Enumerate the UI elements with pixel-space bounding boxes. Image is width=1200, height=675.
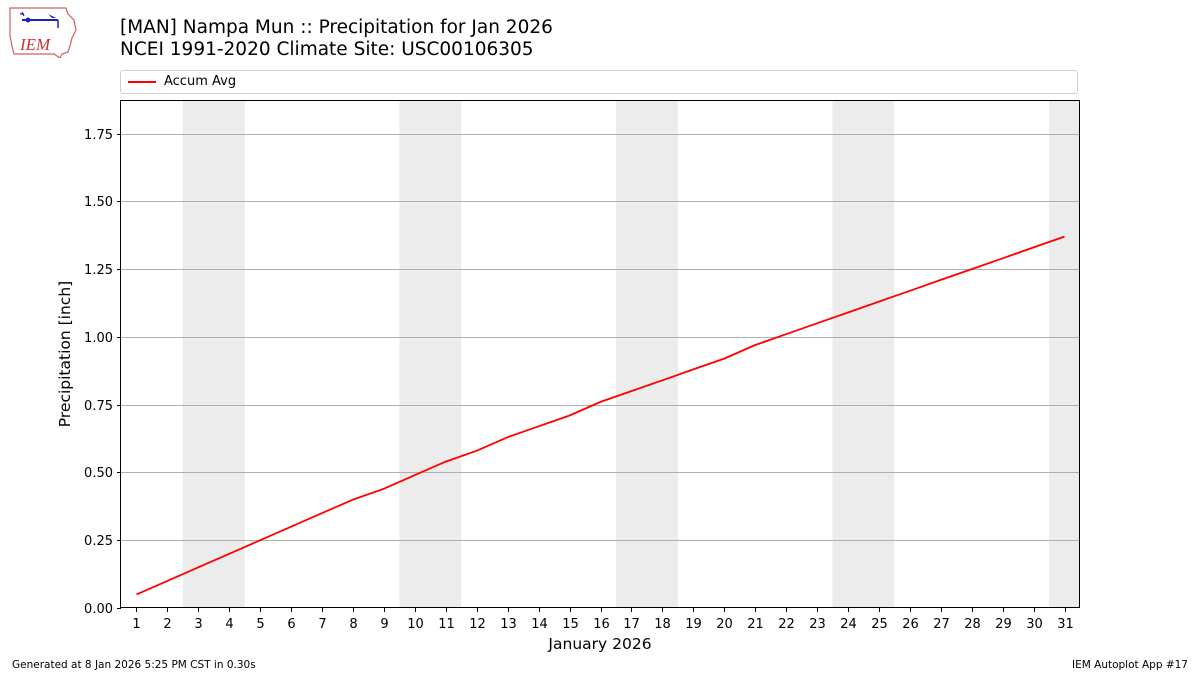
x-axis-label: January 2026 <box>547 635 651 653</box>
iowa-map-logo-icon: IEM <box>9 7 77 59</box>
legend: Accum Avg <box>120 70 1078 94</box>
x-tick-label: 29 <box>995 617 1012 632</box>
x-tick-label: 1 <box>132 617 140 632</box>
x-tick-label: 21 <box>747 617 764 632</box>
x-tick-label: 15 <box>562 617 579 632</box>
y-tick-label: 1.50 <box>84 195 113 210</box>
generated-timestamp: Generated at 8 Jan 2026 5:25 PM CST in 0… <box>12 659 256 671</box>
y-tick-label: 0.50 <box>84 466 113 481</box>
x-axis-ticks: 1 2 3 4 5 6 7 8 9 10 11 12 13 14 15 16 17 18 19 20 21 22 23 24 2… <box>132 608 1074 632</box>
x-tick-label: 31 <box>1057 617 1074 632</box>
x-tick-label: 14 <box>531 617 548 632</box>
x-tick-label: 20 <box>716 617 733 632</box>
x-tick-label: 13 <box>500 617 517 632</box>
x-tick-label: 12 <box>469 617 486 632</box>
y-tick-label: 0.25 <box>84 534 113 549</box>
weekend-band <box>182 101 245 608</box>
x-tick-label: 10 <box>407 617 424 632</box>
x-tick-label: 2 <box>163 617 171 632</box>
x-tick-label: 22 <box>778 617 795 632</box>
weekend-band <box>1049 101 1080 608</box>
x-tick-label: 27 <box>933 617 950 632</box>
x-tick-label: 6 <box>287 617 295 632</box>
weekend-band <box>399 101 462 608</box>
svg-text:IEM: IEM <box>19 35 51 54</box>
x-tick-label: 4 <box>225 617 233 632</box>
x-tick-label: 9 <box>380 617 388 632</box>
y-tick-label: 1.75 <box>84 128 113 143</box>
x-tick-label: 26 <box>902 617 919 632</box>
title-line-2: NCEI 1991-2020 Climate Site: USC00106305 <box>120 39 534 60</box>
app-label: IEM Autoplot App #17 <box>1072 659 1188 671</box>
y-axis-label: Precipitation [inch] <box>56 281 74 427</box>
x-tick-label: 18 <box>654 617 671 632</box>
legend-line-swatch <box>128 81 156 83</box>
axes-frame <box>120 100 1080 608</box>
x-tick-label: 3 <box>194 617 202 632</box>
weekend-band <box>832 101 895 608</box>
iem-logo: IEM <box>8 6 80 59</box>
y-tick-label: 0.00 <box>84 602 113 617</box>
grid-lines <box>121 134 1080 541</box>
y-axis-ticks: 0.00 0.25 0.50 0.75 1.00 1.25 1.50 1.75 <box>84 128 121 617</box>
y-tick-label: 1.00 <box>84 331 113 346</box>
x-tick-label: 25 <box>871 617 888 632</box>
weekend-bands <box>182 101 1080 608</box>
x-tick-label: 24 <box>840 617 857 632</box>
x-tick-label: 7 <box>318 617 326 632</box>
x-tick-label: 5 <box>256 617 264 632</box>
x-tick-label: 16 <box>593 617 610 632</box>
x-tick-label: 11 <box>438 617 455 632</box>
y-tick-label: 0.75 <box>84 399 113 414</box>
x-tick-label: 8 <box>349 617 357 632</box>
legend-label: Accum Avg <box>164 74 237 89</box>
weekend-band <box>615 101 678 608</box>
x-tick-label: 28 <box>964 617 981 632</box>
x-tick-label: 30 <box>1026 617 1043 632</box>
title-line-1: [MAN] Nampa Mun :: Precipitation for Jan… <box>120 17 553 38</box>
y-tick-label: 1.25 <box>84 263 113 278</box>
x-tick-label: 17 <box>623 617 640 632</box>
accum-avg-line <box>136 235 1065 596</box>
x-tick-label: 23 <box>809 617 826 632</box>
chart-title: [MAN] Nampa Mun :: Precipitation for Jan… <box>120 17 553 61</box>
x-tick-label: 19 <box>685 617 702 632</box>
